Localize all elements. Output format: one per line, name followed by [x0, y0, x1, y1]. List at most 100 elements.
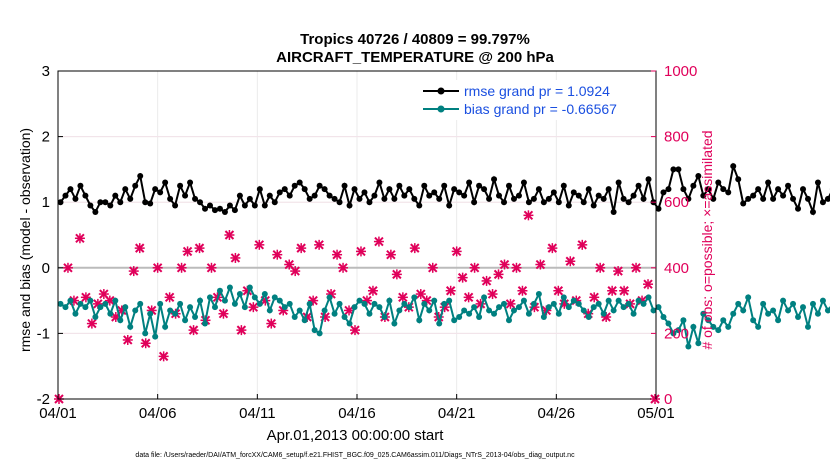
grid	[57, 70, 657, 400]
rmse-point	[451, 186, 458, 193]
rmse-point	[182, 192, 189, 199]
rmse-point	[745, 195, 752, 202]
rmse-point	[755, 186, 762, 193]
bias-point	[486, 307, 493, 314]
bias-point	[471, 304, 478, 311]
bias-point	[266, 307, 273, 314]
rmse-point	[276, 189, 283, 196]
bias-point	[740, 307, 747, 314]
rmse-point	[505, 182, 512, 189]
rmse-point	[177, 182, 184, 189]
rmse-point	[127, 195, 134, 202]
rmse-point	[750, 192, 757, 199]
bias-point	[147, 310, 154, 317]
bias-point	[177, 300, 184, 307]
rmse-point	[610, 209, 617, 216]
rmse-point	[341, 182, 348, 189]
bias-point	[157, 300, 164, 307]
obs-point	[367, 285, 378, 296]
bias-point	[535, 291, 542, 298]
rmse-point	[565, 202, 572, 209]
bias-point	[525, 310, 532, 317]
obs-point	[481, 275, 492, 286]
obs-point	[547, 243, 558, 254]
bias-point	[809, 300, 816, 307]
rmse-point	[785, 182, 792, 189]
bias-point	[316, 330, 323, 337]
obs-point	[254, 239, 265, 250]
rmse-point	[545, 195, 552, 202]
bias-point	[231, 300, 238, 307]
bias-point	[765, 310, 772, 317]
rmse-point	[306, 195, 313, 202]
bias-point	[167, 307, 174, 314]
rmse-point	[824, 195, 830, 202]
bias-point	[341, 314, 348, 320]
bias-point	[585, 314, 592, 320]
bias-point	[491, 310, 498, 317]
rmse-point	[466, 179, 473, 186]
rmse-point	[720, 186, 727, 193]
rmse-point	[351, 186, 358, 193]
obs-point	[535, 259, 546, 270]
bias-point	[640, 300, 647, 307]
rmse-point	[814, 179, 821, 186]
rmse-point	[715, 179, 722, 186]
obs-point	[236, 325, 247, 336]
rmse-point	[256, 186, 263, 193]
rmse-point	[436, 195, 443, 202]
obs-point	[643, 279, 654, 290]
obs-point	[619, 285, 630, 296]
bias-point	[182, 317, 189, 324]
legend-bias-marker	[437, 105, 445, 113]
rmse-point	[560, 182, 567, 189]
rmse-point	[819, 199, 826, 206]
bias-point	[276, 297, 283, 304]
bias-point	[615, 297, 622, 304]
x-tick-label: 05/01	[637, 405, 675, 422]
bias-point	[331, 310, 338, 317]
rmse-point	[710, 195, 717, 202]
bias-point	[62, 304, 69, 311]
rmse-point	[780, 192, 787, 199]
bias-point	[824, 307, 830, 314]
y-tick-label-left: -1	[37, 325, 50, 342]
bias-point	[386, 297, 393, 304]
rmse-point	[675, 166, 682, 173]
obs-point	[469, 262, 480, 273]
rmse-point	[187, 179, 194, 186]
rmse-point	[112, 192, 119, 199]
legend-rmse-marker	[437, 87, 445, 95]
rmse-point	[371, 192, 378, 199]
rmse-point	[77, 182, 84, 189]
obs-point	[493, 269, 504, 280]
bias-point	[545, 304, 552, 311]
obs-point	[338, 262, 349, 273]
bias-point	[580, 307, 587, 314]
bias-point	[565, 304, 572, 311]
bias-point	[206, 294, 213, 301]
bias-point	[501, 300, 508, 307]
bias-point	[356, 297, 363, 304]
rmse-point	[321, 186, 328, 193]
rmse-point	[271, 199, 278, 206]
rmse-point	[535, 186, 542, 193]
bias-point	[555, 310, 562, 317]
bias-point	[705, 317, 712, 324]
rmse-point	[496, 192, 503, 199]
chart-subtitle: AIRCRAFT_TEMPERATURE @ 200 hPa	[276, 49, 554, 66]
rmse-point	[575, 192, 582, 199]
bias-point	[77, 300, 84, 307]
y-tick-label-right: 400	[664, 260, 689, 277]
bias-point	[142, 330, 149, 337]
obs-point	[517, 285, 528, 296]
legend-box	[418, 80, 652, 120]
bias-point	[221, 297, 228, 304]
bias-point	[720, 317, 727, 324]
obs-point	[188, 325, 199, 336]
obs-point	[194, 243, 205, 254]
y-tick-label-right: 200	[664, 325, 689, 342]
rmse-point	[680, 186, 687, 193]
x-axis-label: Apr.01,2013 00:00:00 start	[267, 427, 445, 444]
x-tick-label: 04/21	[438, 405, 476, 422]
